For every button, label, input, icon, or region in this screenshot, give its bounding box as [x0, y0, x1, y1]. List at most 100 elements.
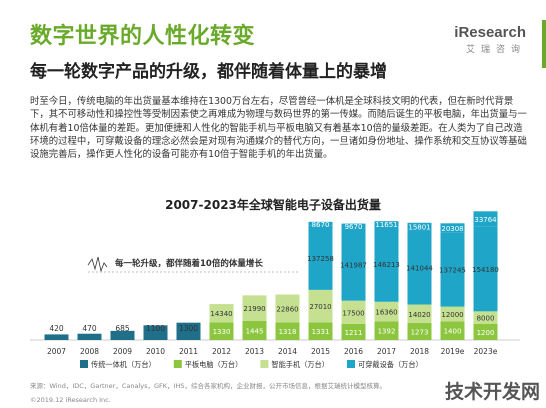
bar-segment [473, 311, 498, 324]
legend-label: 传统一体机（万台） [91, 360, 156, 369]
body-paragraph: 时至今日，传统电脑的年出货量基本维持在1300万台左右，尽管曾经一体机是全球科技… [30, 96, 527, 161]
x-tick-label: 2011 [179, 347, 198, 356]
data-label: 146213 [373, 261, 400, 269]
bar-segment [473, 324, 498, 340]
data-label: 1300 [179, 324, 198, 333]
legend-swatch [260, 360, 269, 368]
data-label: 8670 [312, 221, 330, 229]
data-label: 12000 [441, 311, 463, 319]
data-label: 14340 [210, 310, 232, 318]
x-tick-label: 2019e [441, 347, 465, 356]
iresearch-logo: iResearch 艾瑞咨询 [426, 24, 526, 55]
x-tick-label: 2017 [377, 347, 396, 356]
data-label: 685 [115, 324, 130, 333]
x-tick-label: 2016 [344, 347, 363, 356]
bar-segment [110, 330, 135, 340]
data-label: 137245 [439, 267, 466, 275]
data-label: 15801 [408, 223, 430, 231]
bar-segment [176, 322, 201, 340]
page-subtitle: 每一轮数字产品的升级，都伴随着体量上的暴增 [30, 62, 387, 82]
x-tick-label: 2012 [212, 347, 231, 356]
bar-segment [407, 230, 432, 305]
data-label: 17500 [342, 309, 364, 317]
data-label: 1331 [312, 328, 330, 336]
bar-segment [374, 321, 399, 340]
data-label: 16360 [375, 309, 397, 317]
bar-segment [341, 228, 366, 301]
bar-segment [407, 304, 432, 324]
bar-segment [308, 322, 333, 340]
data-label: 8000 [477, 315, 495, 323]
bar-segment [341, 323, 366, 340]
bar-segment [341, 300, 366, 324]
data-label: 14020 [408, 311, 430, 319]
bar-segment [374, 221, 399, 227]
x-tick-label: 2018 [410, 347, 429, 356]
data-label: 1273 [411, 329, 429, 337]
data-label: 1100 [146, 324, 165, 333]
data-label: 27010 [309, 303, 331, 311]
x-tick-label: 2010 [146, 347, 165, 356]
bar-segment [308, 221, 333, 226]
site-watermark: 技术开发网 [444, 381, 540, 403]
bar-segment [209, 322, 234, 340]
data-label: 1200 [477, 329, 495, 337]
data-label: 1445 [246, 327, 264, 335]
chart-title: 2007-2023年全球智能电子设备出货量 [165, 198, 381, 212]
accent-bar [542, 20, 546, 68]
bar-segment [440, 232, 465, 307]
data-label: 21990 [243, 305, 265, 313]
copyright-text: ©2019.12 iResearch Inc. [30, 396, 111, 404]
bar-segment [308, 289, 333, 323]
legend-swatch [173, 360, 182, 368]
source-footnote: 来源：Wind，IDC，Gartner，Canalys，GFK，IHS，综合各家… [30, 382, 386, 390]
data-label: 1318 [279, 328, 297, 336]
x-tick-label: 2015 [311, 347, 330, 356]
bar-segment [407, 222, 432, 231]
bar-segment [440, 223, 465, 233]
data-label: 22860 [276, 305, 298, 313]
bar-segment [374, 226, 399, 302]
bar-segment [308, 225, 333, 290]
bar-segment [242, 295, 267, 321]
legend-label: 可穿戴设备（万台） [358, 360, 423, 369]
bar-segment [440, 306, 465, 322]
bar-segment [275, 322, 300, 340]
legend-label: 智能手机（万台） [271, 360, 329, 369]
bar-segment [473, 211, 498, 227]
bar-segment [44, 334, 69, 340]
logo-brand: iResearch [454, 24, 526, 41]
bar-segment [77, 333, 102, 340]
x-tick-label: 2013 [245, 347, 264, 356]
legend-label: 平板电脑（万台） [185, 360, 243, 369]
pulse-icon [87, 256, 108, 273]
bar-segment [209, 304, 234, 323]
x-tick-label: 2008 [80, 347, 99, 356]
page-title: 数字世界的人性化转变 [30, 24, 256, 49]
legend-swatch [80, 360, 88, 368]
data-label: 9670 [345, 223, 363, 231]
x-tick-label: 2009 [113, 347, 132, 356]
bar-segment [242, 320, 267, 340]
legend-swatch [347, 360, 355, 368]
bar-segment [440, 321, 465, 340]
x-tick-label: 2007 [47, 347, 66, 356]
data-label: 141987 [340, 261, 367, 269]
data-label: 420 [49, 324, 64, 333]
x-tick-label: 2014 [278, 347, 297, 356]
x-tick-label: 2023e [474, 347, 498, 356]
bar-segment [275, 294, 300, 323]
data-label: 33764 [474, 216, 497, 224]
bar-segment [374, 301, 399, 322]
bar-segment [473, 226, 498, 312]
annotation-text: 每一轮升级，都伴随着10倍的体量增长 [115, 258, 263, 269]
bar-segment [143, 325, 168, 340]
bar-segment [407, 323, 432, 340]
data-label: 137258 [307, 255, 334, 263]
data-label: 141044 [406, 264, 433, 272]
data-label: 1330 [213, 328, 231, 336]
data-label: 1211 [345, 329, 363, 337]
data-label: 470 [82, 324, 97, 333]
bar-segment [341, 223, 366, 229]
